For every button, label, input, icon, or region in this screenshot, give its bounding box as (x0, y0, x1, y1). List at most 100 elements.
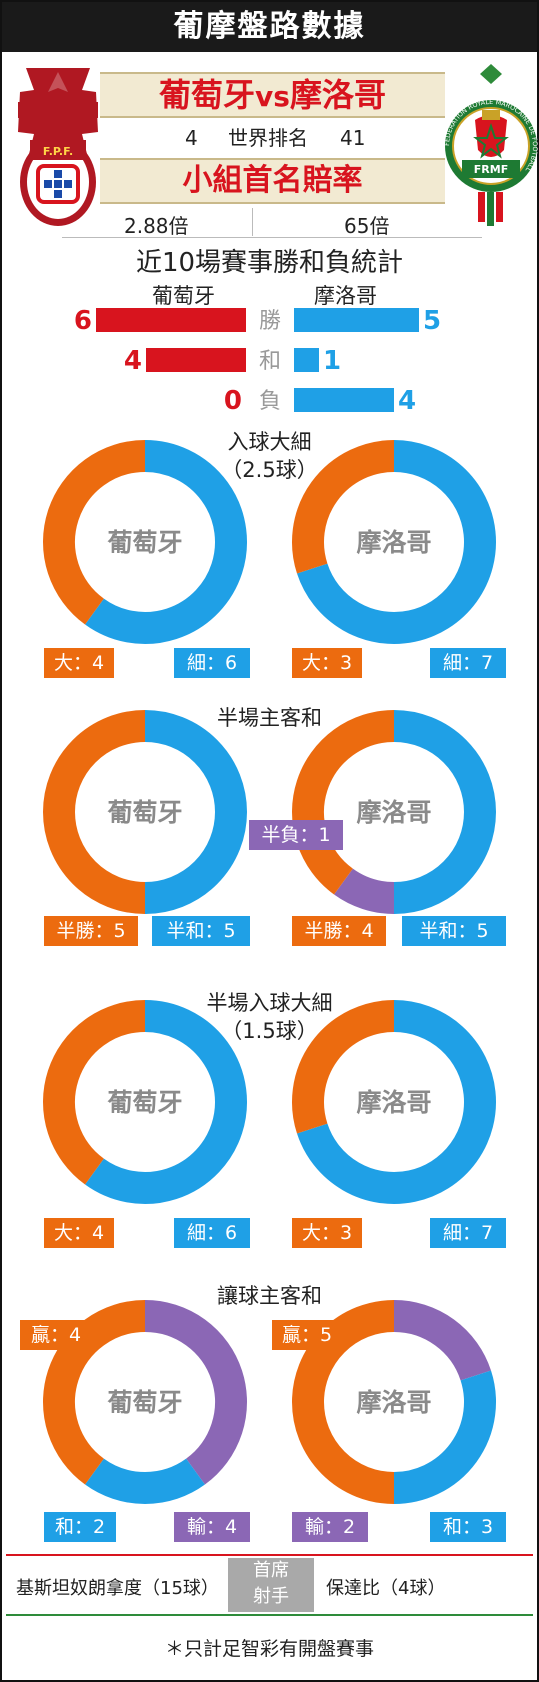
portugal-crest-icon: F.P.F. (18, 68, 98, 226)
donut-slice (43, 1000, 146, 1185)
footnote: ＊只計足智彩有開盤賽事 (164, 1638, 374, 1660)
donut-value-label: 輸：4 (174, 1512, 250, 1542)
donut-slice (43, 710, 146, 914)
donut-value-label: 大：3 (292, 1218, 362, 1248)
recent-away-value: 5 (423, 306, 441, 336)
recent-row-label: 和 (259, 349, 281, 374)
morocco-crest-text: FRMF (474, 163, 508, 176)
donut-slice (393, 1370, 496, 1504)
recent-away-bar (294, 308, 419, 332)
scorers-box: 基斯坦奴朗拿度（15球） 首席 射手 保達比（4球） (6, 1554, 533, 1616)
recent-home-value: 0 (224, 386, 242, 416)
odds-row: 2.88倍 65倍 (62, 208, 482, 238)
donut-slice (43, 1300, 146, 1485)
recent-home-value: 6 (74, 306, 92, 336)
donut-value-label: 細：6 (174, 648, 250, 678)
recent-stats-chart: 6 5 勝 4 1 和0 4 負 (74, 306, 441, 416)
donut-value-label: 細：7 (430, 1218, 506, 1248)
teams-band (100, 72, 445, 118)
home-odds: 2.88倍 (124, 214, 189, 238)
rank-label: 世界排名 (228, 126, 308, 150)
rank-row: 4 世界排名 41 (100, 120, 445, 156)
recent-home-bar (146, 348, 246, 372)
recent-row-label: 勝 (259, 309, 281, 334)
donut-value-label: 半勝：4 (292, 916, 386, 946)
morocco-crest-icon: FÉDÉRATION ROYALE MAROCAINE DE FOOTBALL … (442, 64, 539, 226)
home-scorer: 基斯坦奴朗拿度（15球） (16, 1578, 219, 1599)
donut-value-label: 大：4 (44, 1218, 114, 1248)
donut-value-label: 和：3 (430, 1512, 506, 1542)
donut-slice (292, 1300, 395, 1504)
donut-slice (292, 440, 395, 574)
donut-value-label: 細：7 (430, 648, 506, 678)
odds-title: 小組首名賠率 (182, 163, 363, 198)
donut-slice (144, 1300, 247, 1485)
donut-value-label: 輸：2 (292, 1512, 368, 1542)
odds-band (100, 158, 445, 204)
page-title: 葡摩盤路數據 (2, 2, 537, 52)
donut-slice (292, 1000, 395, 1134)
scorer-label-line2: 射手 (253, 1586, 289, 1607)
donut-hole (76, 1333, 214, 1471)
donut-hole (325, 1333, 463, 1471)
teams-heading: 葡萄牙vs摩洛哥 (100, 72, 445, 118)
vs-text: vs (255, 80, 290, 113)
donut-value-label: 大：4 (44, 648, 114, 678)
donut-slice (43, 440, 146, 625)
donut-hole (76, 473, 214, 611)
section-title-half-goals: 半場入球大細 (206, 991, 333, 1015)
recent-away-bar (294, 388, 394, 412)
section-subtitle-half-goals: （1.5球） (221, 1019, 318, 1043)
section-title-half-result: 半場主客和 (217, 706, 322, 730)
donut-center-name: 葡萄牙 (106, 528, 182, 557)
recent-away-value: 1 (323, 346, 341, 376)
away-rank: 41 (340, 126, 366, 150)
home-rank: 4 (185, 126, 198, 150)
donut-value-label: 和：2 (44, 1512, 116, 1542)
section-subtitle-goals: （2.5球） (221, 458, 318, 482)
donut-value-label: 半和：5 (402, 916, 506, 946)
donut-value-label: 半勝：5 (44, 916, 138, 946)
donut-slice (292, 710, 395, 895)
section-title-handicap: 讓球主客和 (217, 1284, 322, 1308)
donut-hole (76, 743, 214, 881)
donut-hole (325, 1033, 463, 1171)
donut-center-name: 葡萄牙 (106, 798, 182, 827)
donut-center-name: 葡萄牙 (106, 1388, 182, 1417)
donut-center-name: 摩洛哥 (356, 798, 431, 827)
donut-value-label: 半和：5 (152, 916, 250, 946)
donut-value-label: 半負：1 (249, 820, 343, 850)
away-odds: 65倍 (344, 214, 390, 238)
recent-home-name: 葡萄牙 (152, 284, 215, 308)
donut-slice (85, 1458, 205, 1504)
donut-center-name: 葡萄牙 (106, 1088, 182, 1117)
recent-away-bar (294, 348, 319, 372)
donut-slice (144, 710, 247, 914)
recent-away-name: 摩洛哥 (314, 284, 377, 308)
recent-home-bar (96, 308, 246, 332)
donut-hole (325, 473, 463, 611)
scorer-label-line1: 首席 (253, 1560, 289, 1581)
donut-value-label: 細：6 (174, 1218, 250, 1248)
recent-title: 近10場賽事勝和負統計 (135, 248, 404, 278)
donut-value-label: 贏：4 (20, 1320, 92, 1350)
recent-row-label: 負 (259, 389, 281, 414)
scorer-label: 首席 射手 (228, 1558, 314, 1612)
portugal-crest-text: F.P.F. (43, 145, 73, 158)
donut-hole (76, 1033, 214, 1171)
donut-center-name: 摩洛哥 (356, 528, 431, 557)
donut-value-label: 贏：5 (272, 1320, 342, 1350)
donut-center-name: 摩洛哥 (356, 1088, 431, 1117)
donut-center-name: 摩洛哥 (356, 1388, 431, 1417)
donut-hole (325, 743, 463, 881)
donut-slice (393, 1300, 492, 1381)
donut-slice (85, 440, 247, 644)
donut-slice (297, 440, 496, 644)
recent-home-value: 4 (124, 346, 142, 376)
odds-divider (252, 208, 253, 236)
away-team-name: 摩洛哥 (289, 76, 386, 114)
section-title-goals: 入球大細 (227, 430, 312, 454)
donut-slice (393, 710, 496, 914)
